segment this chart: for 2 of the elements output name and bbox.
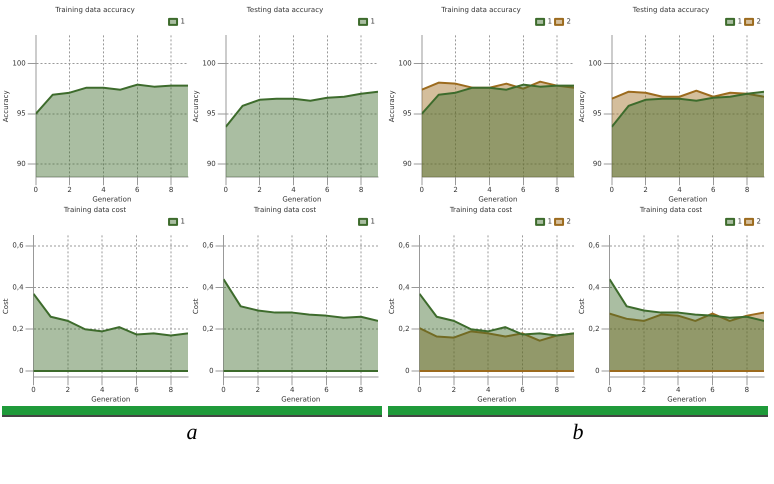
text: b xyxy=(572,419,584,444)
text: a xyxy=(186,419,198,444)
